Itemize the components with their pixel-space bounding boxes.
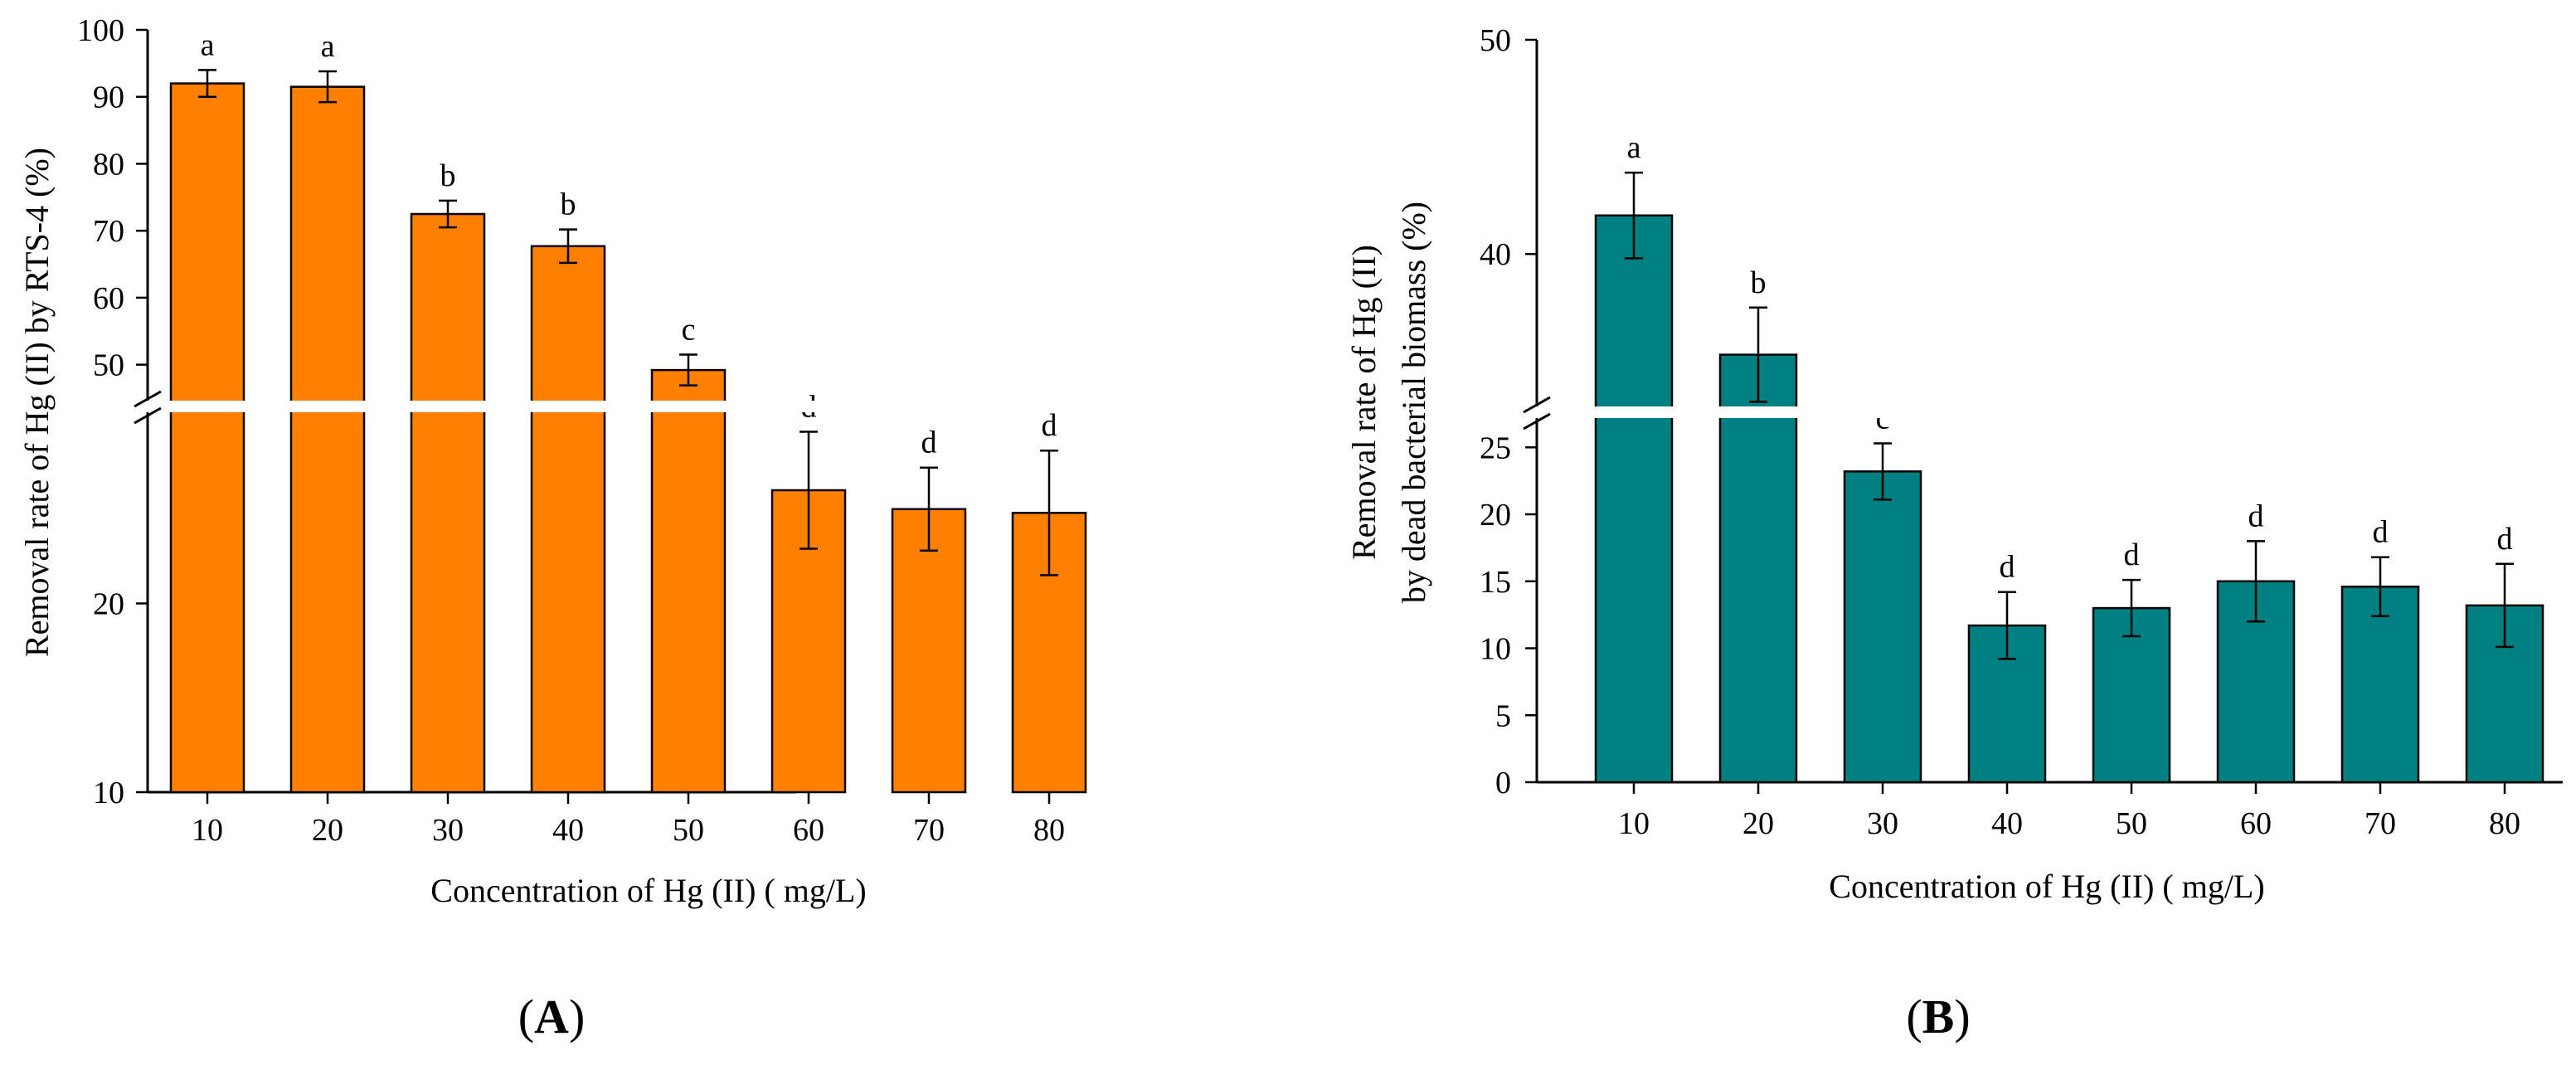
x-tick-label-80: 80 (1033, 813, 1065, 848)
x-tick-label-30: 30 (1867, 806, 1898, 841)
y-tick-label-70: 70 (93, 214, 124, 249)
y-tick-label-20: 20 (1480, 498, 1511, 533)
significance-letter-10: a (201, 27, 215, 62)
x-tick-label-20: 20 (1742, 806, 1774, 841)
bar-20 (289, 85, 366, 794)
significance-letter-70: d (2373, 515, 2389, 550)
axis-break-mark-bottom (1523, 412, 1551, 431)
y-axis-label-b-line2: by dead bacterial biomass (%) (1395, 202, 1432, 603)
significance-letter-20: a (321, 29, 335, 64)
y-tick-label-20: 20 (93, 587, 124, 622)
y-tick-label-100: 100 (77, 13, 124, 48)
significance-letter-30: c (1876, 401, 1890, 435)
x-tick-label-40: 40 (552, 813, 584, 848)
y-tick-label-25: 25 (1480, 431, 1511, 465)
x-tick-label-70: 70 (2365, 806, 2396, 841)
y-tick-label-0: 0 (1495, 766, 1511, 800)
x-tick-label-60: 60 (2240, 806, 2272, 841)
y-tick-label-10: 10 (1480, 632, 1511, 667)
y-tick-label-90: 90 (93, 80, 124, 115)
significance-letter-50: d (2124, 538, 2140, 572)
y-tick-label-80: 80 (93, 147, 124, 182)
axis-break-gap (1517, 406, 2548, 418)
y-axis-label-a: Removal rate of Hg (II) by RTS-4 (%) (18, 148, 56, 657)
chart-panel-b: Removal rate of Hg (II) by dead bacteria… (1345, 23, 2563, 1044)
axis-break-mark-bottom (134, 406, 162, 425)
significance-letter-60: d (2248, 499, 2264, 533)
bar-70 (891, 508, 967, 794)
y-tick-label-15: 15 (1480, 565, 1511, 600)
axis-break-mark-top (134, 390, 162, 408)
significance-letter-30: b (440, 158, 456, 193)
significance-letter-20: b (1751, 265, 1767, 300)
axis-break-gap (128, 401, 1091, 412)
significance-letter-50: c (682, 313, 696, 348)
x-axis-label-b: Concentration of Hg (II) ( mg/L) (1829, 868, 2264, 905)
bar-30 (410, 212, 486, 794)
bar-30 (1843, 470, 1922, 784)
significance-letter-80: d (1042, 408, 1057, 443)
y-tick-label-5: 5 (1495, 698, 1511, 733)
significance-letter-70: d (921, 426, 937, 460)
x-tick-label-50: 50 (2116, 806, 2147, 841)
bar-50 (650, 368, 727, 794)
x-tick-label-10: 10 (192, 813, 223, 848)
bar-10 (169, 82, 245, 794)
x-tick-label-10: 10 (1618, 806, 1650, 841)
bar-10 (1594, 214, 1674, 784)
x-tick-label-60: 60 (793, 813, 824, 848)
bar-40 (530, 245, 606, 794)
y-axis-label-b-line1: Removal rate of Hg (II) (1345, 245, 1383, 560)
x-axis-label-a: Concentration of Hg (II) ( mg/L) (430, 872, 866, 909)
y-tick-label-40: 40 (1480, 237, 1511, 272)
chart-panel-a: Removal rate of Hg (II) by RTS-4 (%) Con… (18, 13, 1091, 1044)
significance-letter-10: a (1627, 130, 1641, 165)
x-tick-label-70: 70 (913, 813, 945, 848)
y-tick-label-50: 50 (1480, 23, 1511, 58)
y-tick-label-10: 10 (93, 776, 124, 810)
y-tick-label-60: 60 (93, 281, 124, 316)
x-tick-label-30: 30 (432, 813, 464, 848)
x-tick-label-80: 80 (2489, 806, 2520, 841)
x-tick-label-20: 20 (312, 813, 343, 848)
x-tick-label-40: 40 (1991, 806, 2023, 841)
y-tick-label-50: 50 (93, 348, 124, 383)
significance-letter-80: d (2497, 522, 2513, 557)
significance-letter-40: b (561, 187, 576, 222)
x-tick-label-50: 50 (673, 813, 704, 848)
bar-20 (1718, 353, 1798, 784)
panel-label-a: (A) (518, 990, 586, 1044)
panel-label-b: (B) (1906, 990, 1970, 1044)
axis-break-mark-top (1523, 396, 1551, 414)
significance-letter-40: d (2000, 550, 2015, 585)
